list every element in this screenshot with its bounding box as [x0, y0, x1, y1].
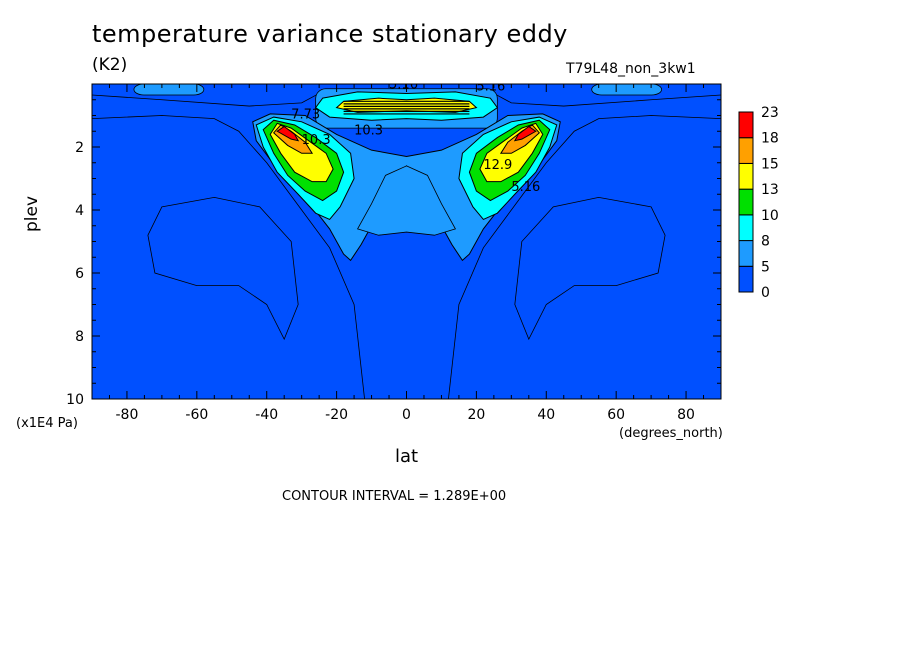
contour-loop-1 — [514, 196, 666, 341]
inner-contour — [356, 165, 457, 236]
chart-units: (K2) — [92, 55, 128, 75]
y-tick-label: 6 — [75, 266, 84, 282]
colorbar-label: 0 — [761, 285, 770, 301]
x-tick-label: -40 — [255, 407, 278, 423]
colorbar-segment — [738, 265, 754, 293]
contour-label: 12.9 — [483, 158, 512, 173]
background-fill — [92, 84, 721, 399]
contour-label: 10.3 — [302, 133, 331, 148]
colorbar-label: 18 — [761, 131, 779, 147]
contour-line-0 — [92, 93, 320, 107]
chart-title: temperature variance stationary eddy — [92, 20, 568, 48]
colorbar-label: 13 — [761, 182, 779, 198]
y-tick-label: 4 — [75, 203, 84, 219]
upper-core — [335, 97, 478, 113]
fill-region-0 — [133, 84, 205, 96]
colorbar-segment — [738, 188, 754, 216]
contour-line-2 — [92, 115, 365, 399]
x-tick-label: -20 — [325, 407, 348, 423]
x-tick-label: 0 — [402, 407, 411, 423]
contour-line-3 — [448, 115, 721, 399]
colorbar-label: 5 — [761, 259, 770, 275]
south-lobe-max — [276, 125, 300, 142]
north-lobe-max — [513, 125, 537, 142]
y-tick-label: 8 — [75, 329, 84, 345]
contour-label: 7.73 — [291, 108, 320, 123]
colorbar-label: 23 — [761, 105, 779, 121]
colorbar-label: 15 — [761, 156, 779, 172]
y-tick-label: 10 — [66, 392, 84, 408]
x-axis-label: lat — [395, 446, 419, 467]
contour-label: 5.16 — [389, 78, 418, 93]
y-tick-label: 2 — [75, 140, 84, 156]
contour-loop-0 — [147, 196, 299, 341]
colorbar-segment — [738, 111, 754, 139]
x-tick-label: 40 — [537, 407, 555, 423]
x-tick-label: 80 — [677, 407, 695, 423]
contour-label: 5.16 — [511, 180, 540, 195]
colorbar-label: 10 — [761, 208, 779, 224]
y-axis-units: (x1E4 Pa) — [16, 416, 78, 431]
x-tick-label: -60 — [185, 407, 208, 423]
x-tick-label: 60 — [607, 407, 625, 423]
contour-fills: 5.16 5.16 7.73 10.3 12.9 5.16 10.3 — [92, 78, 721, 399]
x-tick-label: 20 — [467, 407, 485, 423]
contour-line-1 — [493, 93, 721, 107]
contour-label: 10.3 — [354, 123, 383, 138]
contour-interval-note: CONTOUR INTERVAL = 1.289E+00 — [282, 489, 507, 504]
x-axis-units: (degrees_north) — [619, 426, 723, 441]
fill-region-1 — [591, 84, 662, 96]
colorbar-segment — [738, 240, 754, 267]
colorbar-segment — [738, 214, 754, 242]
colorbar-segment — [738, 137, 754, 164]
colorbar-label: 8 — [761, 234, 770, 250]
x-tick-label: -80 — [116, 407, 139, 423]
colorbar-segment — [738, 162, 754, 190]
run-id-label: T79L48_non_3kw1 — [566, 61, 696, 77]
contour-label: 5.16 — [476, 79, 505, 94]
